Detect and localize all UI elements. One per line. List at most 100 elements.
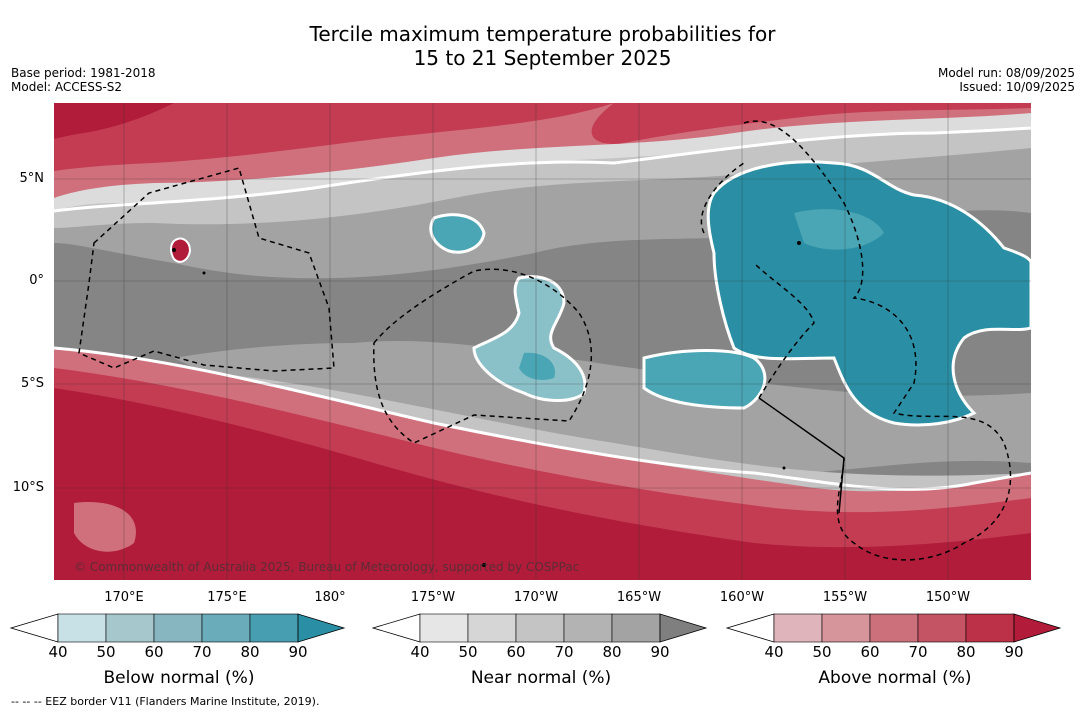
base-info: Base period: 1981-2018 Model: ACCESS-S2 xyxy=(11,66,156,94)
legend-label-above: Above normal (%) xyxy=(818,668,972,688)
colorbar-tick: 60 xyxy=(144,643,164,661)
lat-label: 5°S xyxy=(20,376,44,391)
colorbar-segment xyxy=(563,613,613,643)
lon-label: 175°E xyxy=(207,590,247,605)
colorbar-near-normal xyxy=(372,613,708,643)
colorbar-segment xyxy=(201,613,251,643)
colorbar-arrow-max xyxy=(659,613,708,643)
below-normal-east-south xyxy=(642,349,767,410)
island-dot xyxy=(482,563,486,567)
below-normal-center xyxy=(472,275,587,402)
colorbar-arrow-min xyxy=(726,613,775,643)
colorbar-tick: 70 xyxy=(908,643,928,661)
above-normal-south-patch xyxy=(74,502,136,552)
legend-label-near: Near normal (%) xyxy=(470,668,612,688)
colorbar-tick: 40 xyxy=(764,643,784,661)
near-normal-light-south xyxy=(154,373,1031,508)
colorbar-tick: 90 xyxy=(650,643,670,661)
colorbar-tick: 60 xyxy=(506,643,526,661)
eez-line-south xyxy=(753,262,815,399)
eez-borders xyxy=(78,120,1012,561)
colorbar-tick: 70 xyxy=(192,643,212,661)
chart-title: Tercile maximum temperature probabilitie… xyxy=(0,22,1085,70)
colorbar-segment xyxy=(773,613,823,643)
lat-label: 5°N xyxy=(19,171,45,186)
colorbar-segment xyxy=(249,613,299,643)
eez-solid xyxy=(758,397,845,514)
map-credit: © Commonwealth of Australia 2025, Bureau… xyxy=(74,560,579,574)
colorbar-segment xyxy=(57,613,107,643)
lon-label: 175°W xyxy=(410,590,456,605)
above-normal-north-east xyxy=(591,103,1031,144)
near-normal-mid-south xyxy=(174,340,1031,476)
colorbar-segment xyxy=(611,613,661,643)
base-period: Base period: 1981-2018 xyxy=(11,66,156,80)
legend-label-below: Below normal (%) xyxy=(103,668,255,688)
probability-map: © Commonwealth of Australia 2025, Bureau… xyxy=(54,103,1031,580)
colorbar-segment xyxy=(917,613,967,643)
colorbar-tick: 80 xyxy=(602,643,622,661)
eez-tokelau-phoenix xyxy=(373,268,593,444)
model-name: Model: ACCESS-S2 xyxy=(11,80,123,94)
colorbar-above-normal xyxy=(726,613,1062,643)
colorbar-tick: 40 xyxy=(410,643,430,661)
boundary-north xyxy=(54,126,1031,213)
colorbar-segment xyxy=(869,613,919,643)
colorbar-segment xyxy=(419,613,469,643)
colorbar-tick: 90 xyxy=(1004,643,1024,661)
eez-solid-segment xyxy=(758,397,845,514)
islands xyxy=(172,241,801,567)
colorbar-segment xyxy=(515,613,565,643)
title-line-2: 15 to 21 September 2025 xyxy=(413,46,672,70)
colorbar-segment xyxy=(467,613,517,643)
island-dot xyxy=(202,271,206,275)
below-normal-north-patch xyxy=(429,213,486,254)
colorbar-tick: 80 xyxy=(240,643,260,661)
lon-label: 165°W xyxy=(616,590,662,605)
eez-kiribati-gilbert xyxy=(78,167,335,372)
colorbar-tick: 50 xyxy=(812,643,832,661)
colorbar-segment xyxy=(821,613,871,643)
island-dot xyxy=(797,241,801,245)
below-normal-east xyxy=(706,160,1031,427)
lat-label: 0° xyxy=(29,273,44,288)
island-dot xyxy=(782,466,786,470)
lat-label: 10°S xyxy=(12,480,44,495)
lon-label: 180° xyxy=(314,590,346,605)
boundary-south xyxy=(54,346,1031,491)
above-normal-island-patch xyxy=(170,237,192,263)
colorbar-segment xyxy=(153,613,203,643)
colorbar-arrow-min xyxy=(372,613,421,643)
title-line-1: Tercile maximum temperature probabilitie… xyxy=(309,22,776,46)
eez-kiribati-east xyxy=(700,162,745,234)
colorbar-tick: 70 xyxy=(554,643,574,661)
near-normal-light xyxy=(54,118,1031,228)
above-normal-north-mid xyxy=(54,103,614,171)
colorbar-tick: 50 xyxy=(458,643,478,661)
above-normal-north-dark xyxy=(54,103,174,139)
below-normal-center-inner xyxy=(519,352,555,380)
lon-label: 150°W xyxy=(925,590,971,605)
colorbar-tick: 40 xyxy=(48,643,68,661)
colorbar-tick: 50 xyxy=(96,643,116,661)
lon-label: 170°W xyxy=(513,590,559,605)
colorbar-below-normal xyxy=(10,613,346,643)
lon-label: 170°E xyxy=(104,590,144,605)
below-normal-east-inner xyxy=(794,209,884,250)
colorbar-tick: 80 xyxy=(956,643,976,661)
footnote: -- -- -- EEZ border V11 (Flanders Marine… xyxy=(11,695,320,708)
island-dot xyxy=(172,248,176,252)
model-run: Model run: 08/09/2025 xyxy=(937,66,1075,80)
graticule xyxy=(54,103,1031,580)
colorbar-tick: 90 xyxy=(288,643,308,661)
colorbar-arrow-max xyxy=(1013,613,1062,643)
lon-label: 160°W xyxy=(719,590,765,605)
above-normal-south-dark xyxy=(54,388,1031,580)
colorbar-tick: 60 xyxy=(860,643,880,661)
run-info: Model run: 08/09/2025 Issued: 10/09/2025 xyxy=(938,66,1075,94)
colorbar-segment xyxy=(965,613,1015,643)
issued-date: Issued: 10/09/2025 xyxy=(959,80,1075,94)
colorbar-arrow-min xyxy=(10,613,59,643)
eez-line-islands xyxy=(743,120,1012,561)
colorbar-arrow-max xyxy=(297,613,346,643)
